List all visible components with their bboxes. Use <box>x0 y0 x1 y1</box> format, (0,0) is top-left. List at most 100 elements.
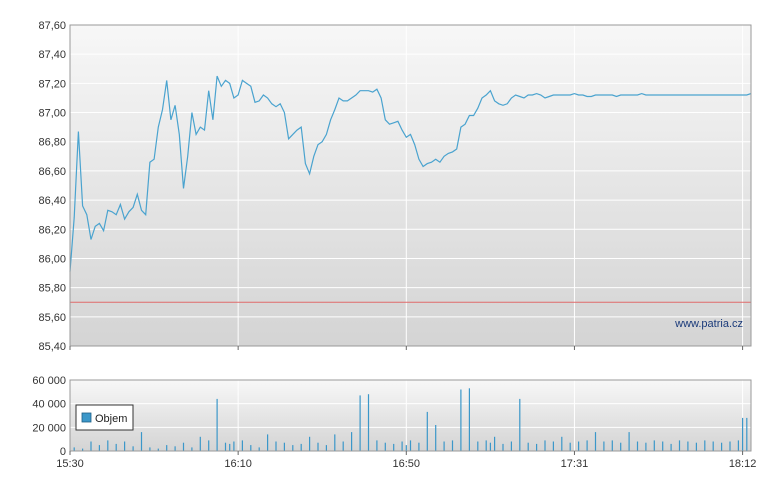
volume-bar <box>578 441 580 451</box>
volume-bar <box>544 440 546 451</box>
volume-legend: Objem <box>75 404 134 431</box>
volume-bar <box>132 446 134 451</box>
volume-bar <box>258 447 260 451</box>
legend-swatch <box>81 412 92 423</box>
volume-bar <box>393 443 395 451</box>
volume-bar <box>115 443 117 451</box>
volume-bar <box>729 441 731 451</box>
volume-bar <box>317 442 319 451</box>
price-y-tick-label: 85,80 <box>38 283 66 295</box>
volume-bar <box>489 442 491 451</box>
volume-bar <box>451 440 454 451</box>
volume-bar <box>695 442 697 451</box>
volume-bar <box>569 442 571 451</box>
volume-bar <box>182 442 185 451</box>
volume-bar <box>342 441 344 451</box>
volume-bar <box>527 442 529 451</box>
price-chart: 87,60 87,40 87,20 87,00 86,80 86,60 86,40 86,20… <box>38 20 752 353</box>
volume-bar <box>367 394 370 451</box>
volume-chart: 60 000 40 000 20 000 0 15:30 16:10 16:50 17:31… <box>32 375 756 470</box>
volume-y-tick-label: 40 000 <box>32 399 66 411</box>
volume-bar <box>98 445 100 451</box>
x-tick-label: 16:50 <box>393 458 421 470</box>
volume-bar <box>140 432 143 451</box>
volume-bar <box>746 417 748 451</box>
volume-bar <box>250 445 252 451</box>
volume-bar <box>678 440 681 451</box>
volume-bar <box>611 440 613 451</box>
volume-bar <box>552 441 554 451</box>
price-y-tick-label: 87,20 <box>38 78 66 90</box>
volume-bar <box>742 417 744 451</box>
volume-bar <box>191 447 193 451</box>
legend-label: Objem <box>95 413 127 425</box>
volume-bar <box>670 443 672 451</box>
volume-bar <box>283 442 285 451</box>
volume-bar <box>401 441 403 451</box>
volume-bar <box>494 436 496 451</box>
volume-bar <box>107 440 109 451</box>
price-plot-border <box>69 24 752 347</box>
volume-bar <box>536 443 538 451</box>
volume-bar <box>586 440 588 451</box>
volume-bar <box>628 432 630 451</box>
volume-bar <box>645 442 647 451</box>
volume-bar <box>502 443 504 451</box>
volume-bar <box>687 441 689 451</box>
volume-bar <box>229 443 231 451</box>
price-plot-area <box>70 25 751 346</box>
volume-bar <box>485 440 487 451</box>
volume-bar <box>199 436 201 451</box>
volume-bar <box>704 440 706 451</box>
volume-grid <box>70 380 751 451</box>
volume-bar <box>653 440 655 451</box>
x-tick-label: 15:30 <box>56 458 84 470</box>
volume-bar <box>443 441 445 451</box>
volume-bar <box>241 440 243 451</box>
x-axis: 15:30 16:10 16:50 17:31 18:12 <box>56 451 756 470</box>
volume-bar <box>477 441 479 451</box>
volume-plot-area <box>70 380 751 451</box>
volume-bars <box>73 388 748 451</box>
volume-bar <box>334 434 336 451</box>
volume-y-tick-label: 20 000 <box>32 422 66 434</box>
volume-bar <box>418 442 420 451</box>
volume-bar <box>224 442 227 451</box>
volume-bar <box>603 441 605 451</box>
price-y-tick-label: 86,00 <box>38 253 66 265</box>
volume-bar <box>468 388 470 451</box>
volume-bar <box>149 447 151 451</box>
volume-bar <box>325 445 327 451</box>
volume-bar <box>267 434 269 451</box>
volume-bar <box>309 436 311 451</box>
price-y-tick-label: 86,80 <box>38 137 66 149</box>
price-x-ticks <box>69 346 744 350</box>
volume-bar <box>292 445 294 451</box>
price-y-tick-label: 86,20 <box>38 224 66 236</box>
volume-bar <box>460 389 462 451</box>
volume-y-tick-label: 0 <box>60 446 66 458</box>
volume-bar <box>90 441 92 451</box>
volume-bar <box>737 440 739 451</box>
x-tick-label: 16:10 <box>224 458 252 470</box>
price-y-tick-label: 87,00 <box>38 108 66 120</box>
volume-bar <box>216 398 218 451</box>
volume-bar <box>351 432 353 451</box>
volume-bar <box>594 432 597 451</box>
price-y-tick-label: 85,40 <box>38 341 66 353</box>
volume-bar <box>384 442 386 451</box>
price-grid <box>70 25 751 346</box>
volume-bar <box>376 440 378 451</box>
volume-bar <box>174 446 176 451</box>
volume-bar <box>519 398 521 451</box>
price-line <box>69 75 752 272</box>
x-tick-label: 18:12 <box>729 458 757 470</box>
volume-bar <box>426 411 428 451</box>
volume-bar <box>300 443 302 451</box>
volume-bar <box>712 441 714 451</box>
price-y-axis: 87,60 87,40 87,20 87,00 86,80 86,60 86,40 86,20… <box>38 20 66 353</box>
volume-bar <box>721 442 723 451</box>
volume-bar <box>405 445 407 451</box>
price-y-tick-label: 87,60 <box>38 20 66 32</box>
